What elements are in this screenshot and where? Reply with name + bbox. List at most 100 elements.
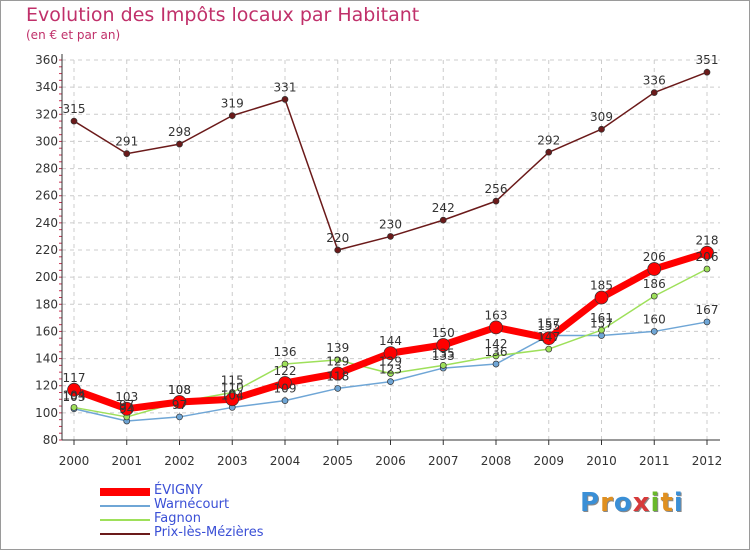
y-tick-label: 80 <box>43 433 58 447</box>
data-point-evigny <box>700 245 714 260</box>
axis-layer: 3603403203002802602402202001801601401201… <box>35 53 722 468</box>
data-label-prix-les-mezieres: 319 <box>221 97 244 111</box>
data-point-prix-les-mezieres <box>545 148 553 156</box>
data-label-fagnon: 129 <box>379 355 402 369</box>
data-point-prix-les-mezieres <box>650 89 658 96</box>
data-label-prix-les-mezieres: 351 <box>696 53 719 67</box>
chart-title: Evolution des Impôts locaux par Habitant <box>26 4 420 26</box>
legend-swatch <box>100 519 150 521</box>
data-point-warnecourt <box>387 378 394 385</box>
y-tick-label: 340 <box>35 80 58 94</box>
y-tick-label: 180 <box>35 297 58 311</box>
data-point-warnecourt <box>650 328 658 335</box>
y-tick-label: 280 <box>35 162 58 176</box>
data-point-fagnon <box>703 265 711 273</box>
data-label-fagnon: 108 <box>168 383 191 397</box>
data-label-evigny: 103 <box>115 390 138 404</box>
data-label-warnecourt: 104 <box>221 388 244 402</box>
data-label-prix-les-mezieres: 291 <box>115 135 138 149</box>
logo-letter: P <box>580 488 601 518</box>
x-tick-label: 2012 <box>692 454 723 468</box>
legend-label: Warnécourt <box>154 497 230 512</box>
data-point-evigny <box>119 401 134 416</box>
data-point-evigny <box>225 392 240 407</box>
proxiti-logo: Proxiti <box>580 488 684 518</box>
data-label-evigny: 144 <box>379 334 402 348</box>
data-label-evigny: 117 <box>63 371 86 385</box>
data-label-warnecourt: 157 <box>537 317 560 331</box>
legend-swatch <box>100 505 150 507</box>
data-point-evigny <box>594 290 609 305</box>
data-point-warnecourt <box>176 413 183 421</box>
data-label-warnecourt: 123 <box>379 363 402 377</box>
y-tick-label: 220 <box>35 243 58 257</box>
data-label-evigny: 218 <box>696 234 719 248</box>
data-label-warnecourt: 136 <box>485 345 508 359</box>
data-point-fagnon <box>650 292 658 300</box>
data-point-fagnon <box>439 362 447 369</box>
data-point-evigny <box>436 338 451 352</box>
data-label-evigny: 150 <box>432 326 455 340</box>
data-label-fagnon: 186 <box>643 277 666 291</box>
data-label-prix-les-mezieres: 242 <box>432 201 455 215</box>
data-point-fagnon <box>492 352 500 360</box>
logo-letter: r <box>600 488 614 518</box>
data-point-fagnon <box>545 345 553 353</box>
y-tick-label: 240 <box>35 216 58 230</box>
data-point-prix-les-mezieres <box>387 233 394 240</box>
data-label-evigny: 185 <box>590 279 613 293</box>
data-point-evigny <box>489 320 503 335</box>
logo-letter: o <box>613 488 633 518</box>
data-label-warnecourt: 118 <box>326 369 349 383</box>
legend-label: Prix-lès-Mézières <box>154 525 264 540</box>
y-tick-label: 200 <box>35 270 58 284</box>
data-label-evigny: 108 <box>168 383 191 397</box>
y-tick-label: 100 <box>35 406 58 420</box>
data-point-prix-les-mezieres <box>703 68 711 76</box>
x-tick-label: 2010 <box>586 454 617 468</box>
data-point-evigny <box>647 262 662 276</box>
data-label-prix-les-mezieres: 309 <box>590 110 613 124</box>
data-label-warnecourt: 109 <box>274 382 297 396</box>
logo-letter: x <box>632 488 651 518</box>
data-point-evigny <box>383 346 398 360</box>
data-label-evigny: 206 <box>643 250 666 264</box>
data-label-warnecourt: 103 <box>63 390 86 404</box>
data-point-warnecourt <box>281 397 289 404</box>
x-tick-label: 2009 <box>533 454 564 468</box>
y-tick-label: 360 <box>35 53 58 67</box>
logo-letter: i <box>650 488 661 518</box>
data-label-warnecourt: 94 <box>119 402 134 416</box>
y-tick-label: 140 <box>35 352 58 366</box>
data-point-prix-les-mezieres <box>281 96 289 103</box>
data-point-evigny <box>278 376 292 390</box>
data-point-prix-les-mezieres <box>123 150 131 157</box>
data-point-fagnon <box>387 370 394 377</box>
y-tick-label: 320 <box>35 107 58 121</box>
data-label-fagnon: 136 <box>274 345 297 359</box>
data-label-fagnon: 135 <box>432 346 455 360</box>
data-label-warnecourt: 157 <box>590 317 613 331</box>
x-tick-label: 2011 <box>639 454 670 468</box>
legend-label: ÉVIGNY <box>154 483 203 498</box>
data-point-evigny <box>330 366 345 381</box>
data-label-evigny: 155 <box>537 319 560 333</box>
data-label-prix-les-mezieres: 220 <box>326 231 349 245</box>
logo-letter: t <box>660 488 674 518</box>
data-label-evigny: 110 <box>221 380 244 394</box>
data-label-prix-les-mezieres: 298 <box>168 125 191 139</box>
data-label-fagnon: 139 <box>326 341 349 355</box>
data-point-evigny <box>67 382 81 397</box>
y-tick-label: 300 <box>35 134 58 148</box>
data-label-prix-les-mezieres: 315 <box>63 102 86 116</box>
data-label-prix-les-mezieres: 230 <box>379 217 402 231</box>
data-label-evigny: 163 <box>485 308 508 322</box>
data-point-warnecourt <box>492 360 500 368</box>
y-tick-label: 160 <box>35 324 58 338</box>
data-label-fagnon: 115 <box>221 374 244 388</box>
data-label-fagnon: 147 <box>537 330 560 344</box>
x-tick-label: 2007 <box>428 454 459 468</box>
data-point-fagnon <box>598 326 605 334</box>
